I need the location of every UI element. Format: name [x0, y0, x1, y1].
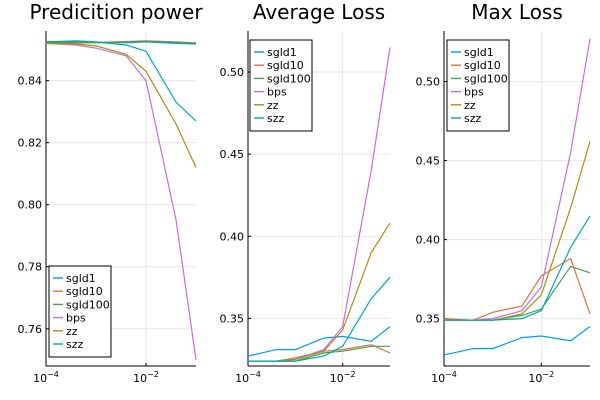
series-line-szz — [248, 276, 391, 362]
panel-title: Predicition power — [29, 0, 203, 24]
legend-label-zz: zz — [66, 325, 78, 338]
panel-2: 0.35 0.40 0.45 0.50 10−4 10−2 Average Loss sgld… — [220, 0, 391, 385]
x-tick-label: 10−2 — [133, 370, 159, 385]
legend-label-sgld100: sgld100 — [464, 72, 508, 85]
y-tick-label: 0.82 — [18, 137, 43, 150]
legend-label-zz: zz — [464, 99, 476, 112]
legend-box — [249, 39, 313, 132]
legend-label-sgld10: sgld10 — [66, 285, 103, 298]
series-line-sgld100 — [248, 345, 390, 362]
legend-label-sgld1: sgld1 — [464, 46, 494, 59]
legend-label-sgld100: sgld100 — [66, 298, 110, 311]
legend-label-szz: szz — [464, 112, 482, 125]
y-tick-label: 0.50 — [416, 76, 441, 89]
y-tick-label: 0.76 — [18, 323, 43, 336]
series-line-zz — [444, 141, 591, 321]
series-line-sgld10 — [443, 257, 591, 321]
x-tick-label: 10−4 — [33, 370, 59, 385]
series-line-sgld100 — [45, 40, 197, 44]
legend-label-sgld1: sgld1 — [267, 46, 297, 59]
legend-label-bps: bps — [267, 86, 287, 99]
series-line-bps — [45, 42, 197, 360]
legend-label-sgld10: sgld10 — [267, 59, 304, 72]
series-line-szz — [45, 40, 197, 122]
legend-label-sgld1: sgld1 — [66, 272, 96, 285]
y-tick-label: 0.40 — [220, 230, 245, 243]
y-tick-label: 0.84 — [18, 75, 43, 88]
y-tick-label: 0.80 — [18, 199, 43, 212]
x-tick-label: 10−4 — [431, 370, 457, 385]
y-tick-label: 0.45 — [220, 148, 245, 161]
legend-label-szz: szz — [66, 338, 84, 351]
legend-label-bps: bps — [66, 312, 86, 325]
panel-title: Max Loss — [471, 0, 563, 24]
series-line-sgld1 — [443, 326, 591, 356]
legend-box — [48, 265, 112, 358]
series-line-szz — [444, 215, 591, 321]
series-line-sgld1 — [247, 326, 391, 357]
legend-label-zz: zz — [267, 99, 279, 112]
legend-label-bps: bps — [464, 86, 484, 99]
y-tick-label: 0.40 — [416, 234, 441, 247]
x-tick-label: 10−4 — [235, 370, 261, 385]
y-tick-label: 0.50 — [220, 66, 245, 79]
panel-1: 0.76 0.78 0.80 0.82 0.84 10−4 10−2 Predicition … — [18, 0, 204, 385]
x-tick-label: 10−2 — [330, 370, 356, 385]
y-tick-label: 0.35 — [220, 312, 245, 325]
x-tick-label: 10−2 — [528, 370, 554, 385]
legend-label-sgld100: sgld100 — [267, 72, 311, 85]
legend-label-szz: szz — [267, 112, 285, 125]
series-line-zz — [45, 42, 197, 168]
y-tick-label: 0.35 — [416, 313, 441, 326]
legend-label-sgld10: sgld10 — [464, 59, 501, 72]
legend-box — [446, 39, 510, 132]
y-tick-label: 0.78 — [18, 261, 43, 274]
panel-title: Average Loss — [253, 0, 385, 24]
y-tick-label: 0.45 — [416, 155, 441, 168]
